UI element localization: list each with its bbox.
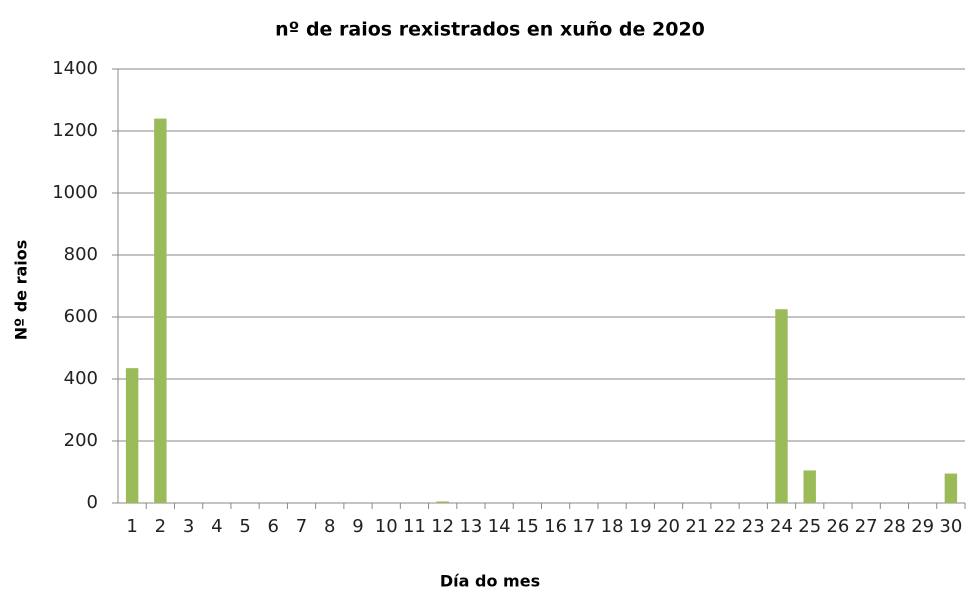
y-axis-title: Nº de raios — [12, 240, 31, 341]
x-tick-label: 2 — [155, 516, 166, 537]
y-tick-label: 0 — [87, 492, 98, 513]
x-tick-label: 29 — [911, 516, 934, 537]
x-tick-label: 15 — [516, 516, 539, 537]
x-tick-label: 18 — [601, 516, 624, 537]
x-tick-label: 11 — [403, 516, 426, 537]
bar — [803, 470, 816, 503]
y-tick-label: 800 — [64, 244, 98, 265]
bar — [436, 501, 449, 503]
x-tick-label: 16 — [544, 516, 567, 537]
x-tick-label: 30 — [939, 516, 962, 537]
x-tick-label: 26 — [826, 516, 849, 537]
bar — [944, 473, 958, 503]
x-tick-label: 4 — [211, 516, 222, 537]
y-tick-label: 1200 — [52, 120, 98, 141]
y-tick-label: 1000 — [52, 182, 98, 203]
x-tick-label: 28 — [883, 516, 906, 537]
y-tick-label: 600 — [64, 306, 98, 327]
x-tick-label: 12 — [431, 516, 454, 537]
x-tick-label: 22 — [714, 516, 737, 537]
y-tick-label: 400 — [64, 368, 98, 389]
x-tick-label: 10 — [375, 516, 398, 537]
x-tick-label: 6 — [268, 516, 279, 537]
chart-title: nº de raios rexistrados en xuño de 2020 — [275, 19, 705, 41]
x-tick-label: 3 — [183, 516, 194, 537]
x-axis-title: Día do mes — [440, 572, 540, 591]
x-tick-label: 13 — [459, 516, 482, 537]
x-tick-label: 25 — [798, 516, 821, 537]
y-tick-label: 1400 — [52, 58, 98, 79]
bar — [775, 309, 788, 503]
x-tick-label: 23 — [742, 516, 765, 537]
x-tick-label: 9 — [352, 516, 363, 537]
y-tick-label: 200 — [64, 430, 98, 451]
x-tick-label: 20 — [657, 516, 680, 537]
x-tick-label: 7 — [296, 516, 307, 537]
x-tick-label: 17 — [572, 516, 595, 537]
x-tick-label: 24 — [770, 516, 793, 537]
bar — [125, 368, 139, 503]
x-tick-label: 14 — [488, 516, 511, 537]
x-tick-label: 27 — [855, 516, 878, 537]
x-tick-label: 1 — [126, 516, 137, 537]
x-tick-label: 5 — [239, 516, 250, 537]
x-tick-label: 8 — [324, 516, 335, 537]
x-tick-label: 21 — [685, 516, 708, 537]
bar — [154, 118, 167, 503]
x-tick-label: 19 — [629, 516, 652, 537]
